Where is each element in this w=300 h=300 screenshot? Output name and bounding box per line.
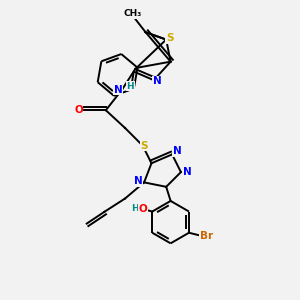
- Text: H: H: [127, 82, 134, 91]
- Text: Br: Br: [200, 231, 213, 241]
- Text: N: N: [173, 146, 182, 156]
- Text: H: H: [131, 204, 138, 213]
- Text: N: N: [183, 167, 192, 177]
- Text: CH₃: CH₃: [123, 9, 142, 18]
- Text: N: N: [114, 85, 123, 94]
- Text: S: S: [140, 141, 148, 151]
- Text: S: S: [166, 33, 173, 43]
- Text: N: N: [134, 176, 142, 186]
- Text: N: N: [153, 76, 162, 86]
- Text: O: O: [138, 204, 147, 214]
- Text: O: O: [74, 105, 83, 115]
